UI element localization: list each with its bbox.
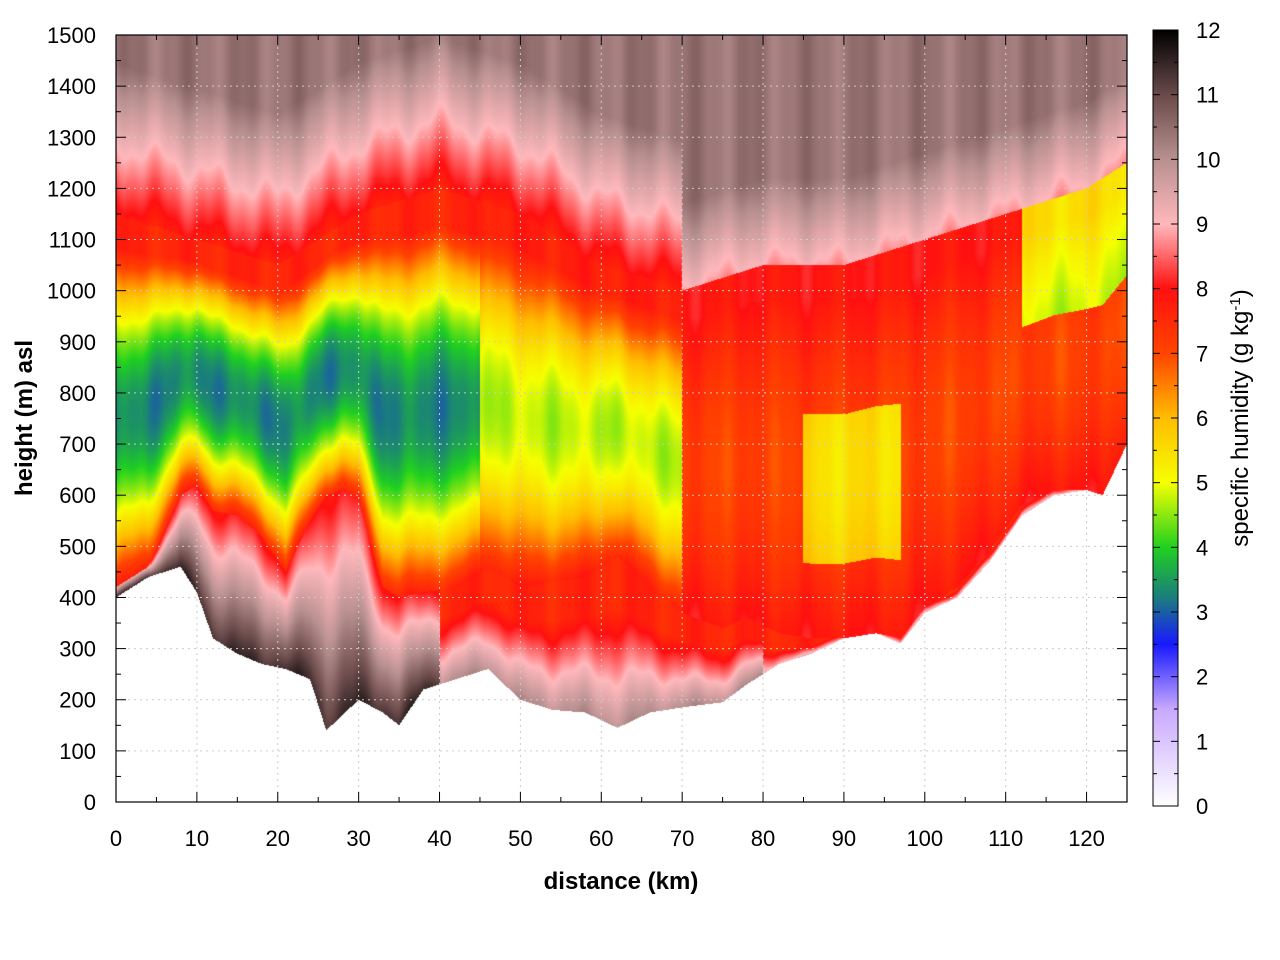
y-tick-label: 800 bbox=[59, 381, 96, 406]
colorbar-tick-label: 5 bbox=[1196, 471, 1208, 496]
colorbar-tick-label: 8 bbox=[1196, 277, 1208, 302]
y-tick-label: 400 bbox=[59, 585, 96, 610]
y-tick-label: 0 bbox=[84, 790, 96, 815]
colorbar-tick-label: 12 bbox=[1196, 18, 1220, 43]
y-tick-label: 1200 bbox=[47, 176, 96, 201]
y-tick-label: 100 bbox=[59, 739, 96, 764]
x-tick-label: 60 bbox=[589, 826, 613, 851]
y-axis: 0 100 200 300 400 500 600 700 800 900 1000 1100 1200… bbox=[47, 23, 1127, 815]
x-tick-label: 120 bbox=[1068, 826, 1105, 851]
colorbar-tick-label: 6 bbox=[1196, 406, 1208, 431]
colorbar-tick-label: 7 bbox=[1196, 341, 1208, 366]
x-tick-label: 20 bbox=[266, 826, 290, 851]
colorbar-title-main: specific humidity (g kg bbox=[1227, 311, 1254, 547]
x-tick-label: 70 bbox=[670, 826, 694, 851]
humidity-field bbox=[116, 35, 1127, 802]
y-tick-label: 700 bbox=[59, 432, 96, 457]
colorbar-tick-label: 2 bbox=[1196, 665, 1208, 690]
humidity-image bbox=[116, 35, 1127, 802]
x-tick-label: 50 bbox=[508, 826, 532, 851]
x-tick-label: 30 bbox=[346, 826, 370, 851]
colorbar-tick-label: 0 bbox=[1196, 794, 1208, 819]
colorbar-tick-label: 4 bbox=[1196, 535, 1208, 560]
y-tick-label: 1400 bbox=[47, 74, 96, 99]
x-tick-label: 80 bbox=[751, 826, 775, 851]
colorbar-tick-label: 3 bbox=[1196, 600, 1208, 625]
y-tick-label: 500 bbox=[59, 534, 96, 559]
x-tick-label: 90 bbox=[832, 826, 856, 851]
colorbar-title: specific humidity (g kg-1) bbox=[1227, 289, 1255, 546]
y-axis-title: height (m) asl bbox=[11, 340, 38, 496]
y-tick-label: 1300 bbox=[47, 125, 96, 150]
colorbar-tick-label: 1 bbox=[1196, 729, 1208, 754]
y-tick-label: 600 bbox=[59, 483, 96, 508]
colorbar-tick-label: 10 bbox=[1196, 147, 1220, 172]
colorbar-title-end: ) bbox=[1227, 289, 1254, 297]
x-tick-label: 40 bbox=[427, 826, 451, 851]
y-tick-label: 1100 bbox=[49, 228, 96, 253]
x-tick-label: 0 bbox=[110, 826, 122, 851]
colorbar-tick-label: 11 bbox=[1196, 83, 1219, 108]
y-tick-label: 1000 bbox=[47, 279, 96, 304]
y-tick-label: 300 bbox=[59, 637, 96, 662]
colorbar-tick-label: 9 bbox=[1196, 212, 1208, 237]
x-axis-title: distance (km) bbox=[544, 868, 699, 895]
y-tick-label: 1500 bbox=[47, 23, 96, 48]
y-tick-label: 900 bbox=[59, 330, 96, 355]
x-tick-label: 100 bbox=[906, 826, 943, 851]
x-axis: 0 10 20 30 40 50 60 70 80 90 100 110 120 bbox=[110, 35, 1105, 851]
x-tick-label: 10 bbox=[185, 826, 209, 851]
x-tick-label: 110 bbox=[988, 826, 1023, 851]
colorbar-title-sup: -1 bbox=[1227, 297, 1244, 310]
y-tick-label: 200 bbox=[59, 688, 96, 713]
